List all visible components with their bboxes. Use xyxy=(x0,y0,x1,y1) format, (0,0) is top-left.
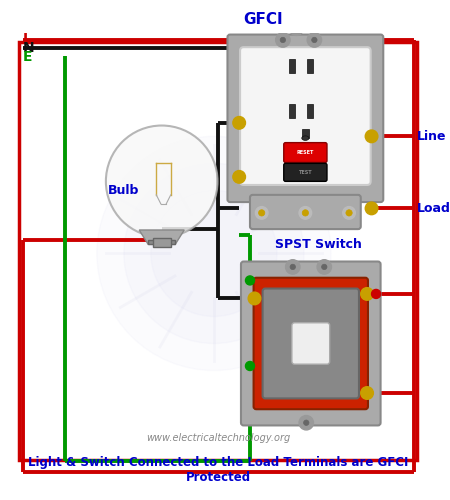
Text: E: E xyxy=(23,50,32,64)
Bar xyxy=(307,104,313,118)
Bar xyxy=(289,59,295,74)
Circle shape xyxy=(365,202,378,214)
Circle shape xyxy=(365,130,378,142)
FancyBboxPatch shape xyxy=(254,278,368,409)
Circle shape xyxy=(299,206,312,219)
Circle shape xyxy=(317,260,332,274)
PathPatch shape xyxy=(139,230,184,244)
Text: N: N xyxy=(23,41,35,55)
Circle shape xyxy=(97,136,331,370)
Circle shape xyxy=(364,290,373,298)
FancyBboxPatch shape xyxy=(240,47,371,185)
FancyBboxPatch shape xyxy=(284,164,327,182)
Circle shape xyxy=(286,260,300,274)
Text: Line: Line xyxy=(417,130,446,143)
Circle shape xyxy=(299,416,314,430)
Bar xyxy=(148,240,175,244)
Bar xyxy=(289,104,295,118)
Text: Load: Load xyxy=(417,202,450,215)
Text: TEST: TEST xyxy=(298,170,312,175)
Circle shape xyxy=(259,210,265,216)
Text: L: L xyxy=(23,32,32,46)
Circle shape xyxy=(246,362,255,370)
Circle shape xyxy=(289,21,304,35)
Circle shape xyxy=(248,292,261,304)
FancyBboxPatch shape xyxy=(250,195,361,229)
Circle shape xyxy=(346,210,352,216)
Text: GFCI: GFCI xyxy=(243,12,284,26)
Circle shape xyxy=(307,33,322,47)
Ellipse shape xyxy=(302,136,309,140)
FancyBboxPatch shape xyxy=(241,262,381,426)
Circle shape xyxy=(124,164,304,344)
Circle shape xyxy=(276,33,290,47)
Text: Light & Switch Connected to the Load Terminals are GFCI Protected: Light & Switch Connected to the Load Ter… xyxy=(28,456,409,484)
Circle shape xyxy=(361,386,374,400)
Circle shape xyxy=(151,190,277,316)
Circle shape xyxy=(343,206,356,219)
FancyBboxPatch shape xyxy=(227,34,383,202)
Circle shape xyxy=(233,116,246,129)
Text: www.electricaltechnology.org: www.electricaltechnology.org xyxy=(146,433,291,443)
Circle shape xyxy=(106,126,217,237)
Circle shape xyxy=(312,38,317,43)
FancyBboxPatch shape xyxy=(263,288,359,399)
Circle shape xyxy=(256,206,268,219)
Text: Bulb: Bulb xyxy=(108,184,139,197)
Circle shape xyxy=(290,264,296,270)
Bar xyxy=(153,238,171,247)
FancyBboxPatch shape xyxy=(292,323,330,364)
Bar xyxy=(307,59,313,74)
Circle shape xyxy=(233,170,246,183)
Circle shape xyxy=(322,264,327,270)
FancyBboxPatch shape xyxy=(284,142,327,163)
Text: RESET: RESET xyxy=(297,150,314,155)
Circle shape xyxy=(372,290,381,298)
Circle shape xyxy=(246,276,255,285)
Circle shape xyxy=(280,38,286,43)
Bar xyxy=(302,129,309,138)
Circle shape xyxy=(157,232,166,241)
Circle shape xyxy=(294,26,299,31)
Text: SPST Switch: SPST Switch xyxy=(275,238,362,251)
Circle shape xyxy=(304,420,309,426)
Circle shape xyxy=(302,210,309,216)
Circle shape xyxy=(361,288,374,300)
